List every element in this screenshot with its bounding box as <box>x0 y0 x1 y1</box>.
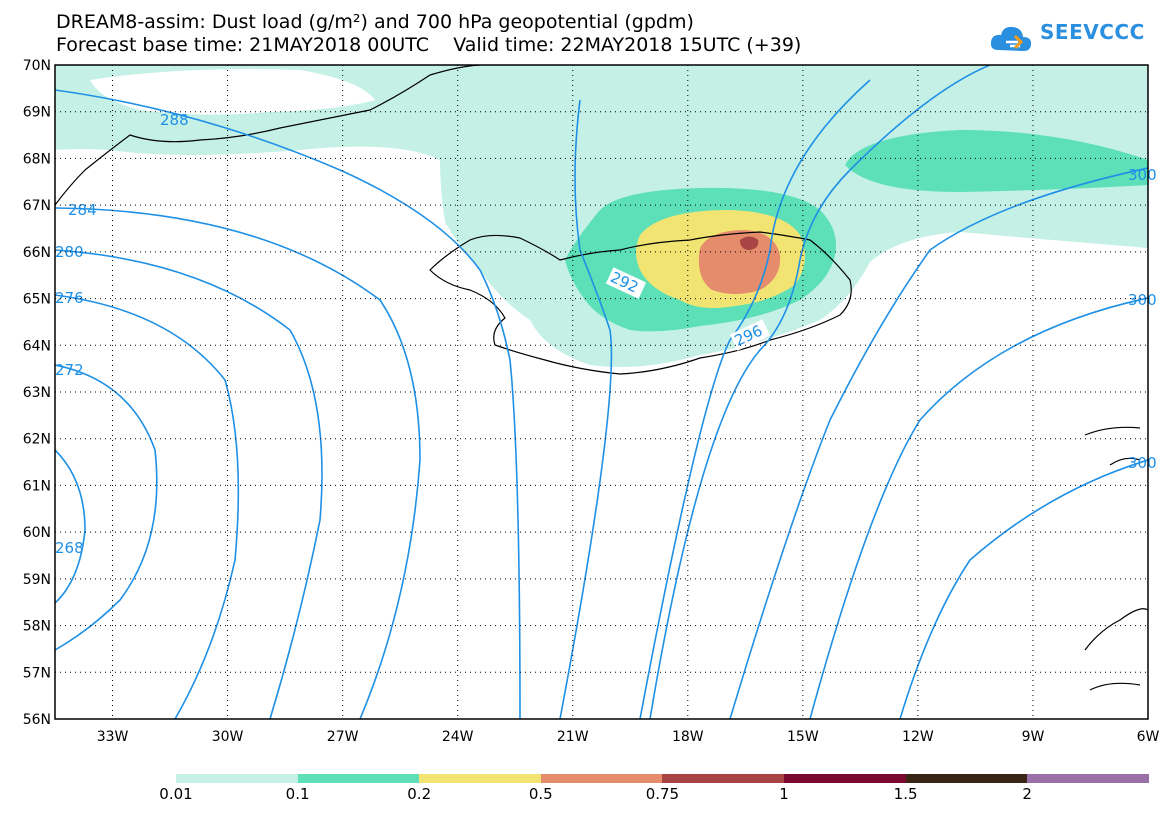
graticule <box>55 65 1148 719</box>
longitude-tick-label: 27W <box>327 729 359 745</box>
contour-label: 300 <box>1128 291 1157 309</box>
contour-line <box>55 294 240 719</box>
contour-line <box>899 459 1148 719</box>
dust-level-0.75-region <box>740 236 759 250</box>
latitude-tick-label: 64N <box>23 338 51 354</box>
latitude-tick-label: 68N <box>23 151 51 167</box>
map-subtitle: Forecast base time: 21MAY2018 00UTC Vali… <box>56 34 802 56</box>
latitude-tick-label: 70N <box>23 58 51 74</box>
geopotential-contours <box>55 65 1148 719</box>
colorbar-swatch <box>905 774 1028 783</box>
contour-line <box>55 449 86 604</box>
colorbar-swatch <box>176 774 298 783</box>
contour-line <box>649 65 991 719</box>
colorbar-label: 0.5 <box>528 785 553 803</box>
longitude-tick-label: 18W <box>672 729 704 745</box>
contour-line <box>55 364 158 651</box>
map-frame <box>54 64 1149 720</box>
colorbar-label: 1.5 <box>893 785 918 803</box>
contour-line <box>639 79 871 719</box>
latitude-tick-label: 65N <box>23 292 51 308</box>
contour-line <box>729 167 1148 719</box>
cloud-logo-icon <box>990 26 1032 51</box>
latitude-tick-label: 69N <box>23 105 51 121</box>
dust-field <box>55 65 1148 368</box>
colorbar-swatch <box>784 774 906 783</box>
latitude-labels: 70N 69N 68N 67N 66N 65N 64N 63N 62N 61N 60N 59N 58N 5… <box>23 58 51 728</box>
dust-level-0.1-region <box>845 130 1148 192</box>
colorbar-label: 1 <box>779 785 789 803</box>
contour-label: 300 <box>1128 166 1157 184</box>
colorbar-swatch <box>297 774 420 783</box>
latitude-tick-label: 66N <box>23 245 51 261</box>
latitude-tick-label: 57N <box>23 665 51 681</box>
longitude-tick-label: 12W <box>902 729 934 745</box>
latitude-tick-label: 59N <box>23 572 51 588</box>
longitude-tick-label: 9W <box>1022 729 1045 745</box>
longitude-tick-label: 6W <box>1137 729 1160 745</box>
dust-level-0.5-region <box>698 230 781 294</box>
contour-label: 272 <box>55 361 84 379</box>
latitude-tick-label: 67N <box>23 198 51 214</box>
map-title: DREAM8-assim: Dust load (g/m²) and 700 h… <box>56 11 694 33</box>
contour-label: 276 <box>55 289 84 307</box>
colorbar-label: 0.75 <box>645 785 680 803</box>
latitude-tick-label: 56N <box>23 712 51 728</box>
contour-line <box>55 249 323 719</box>
contour-label: 268 <box>55 539 84 557</box>
latitude-tick-label: 60N <box>23 525 51 541</box>
contour-label: 280 <box>55 243 84 261</box>
colorbar-swatch <box>1027 774 1149 783</box>
contour-label: 284 <box>68 201 97 219</box>
contour-labels: 288 284 280 276 272 268 292 296 300 300 … <box>55 111 1157 557</box>
colorbar-label: 2 <box>1022 785 1032 803</box>
colorbar-swatch <box>419 774 541 783</box>
contour-label: 300 <box>1128 454 1157 472</box>
dust-free-gap <box>90 69 375 115</box>
faroe-scotland-coastline <box>1084 426 1148 691</box>
latitude-tick-label: 62N <box>23 432 51 448</box>
longitude-tick-label: 30W <box>212 729 244 745</box>
iceland-coastline <box>429 231 852 375</box>
longitude-tick-label: 21W <box>557 729 589 745</box>
colorbar-label: 0.01 <box>159 785 193 803</box>
latitude-tick-label: 58N <box>23 619 51 635</box>
contour-line <box>559 99 613 719</box>
longitude-tick-label: 33W <box>97 729 129 745</box>
logo-text: SEEVCCC <box>1040 20 1145 44</box>
contour-line <box>809 297 1148 719</box>
colorbar-label: 0.1 <box>285 785 310 803</box>
longitude-tick-label: 15W <box>787 729 819 745</box>
latitude-tick-label: 61N <box>23 478 51 494</box>
latitude-tick-label: 63N <box>23 385 51 401</box>
colorbar-swatch <box>662 774 784 783</box>
colorbar-swatch <box>540 774 663 783</box>
longitude-tick-label: 24W <box>442 729 474 745</box>
longitude-labels: 33W 30W 27W 24W 21W 18W 15W 12W 9W 6W <box>97 729 1160 745</box>
contour-label: 288 <box>160 111 189 129</box>
contour-line <box>55 89 521 719</box>
contour-line <box>55 207 421 719</box>
colorbar-label: 0.2 <box>407 785 432 803</box>
